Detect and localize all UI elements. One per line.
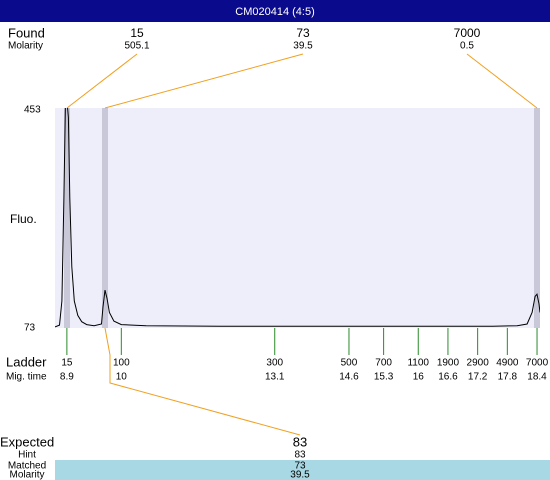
- title: CM020414 (4:5): [235, 6, 315, 18]
- y-tick-label: 453: [24, 105, 41, 116]
- ladder-size: 1100: [407, 358, 429, 369]
- found-size: 7000: [454, 26, 481, 40]
- molarity-value: 39.5: [290, 470, 310, 480]
- found-link: [104, 53, 304, 109]
- ladder-size: 7000: [526, 358, 549, 369]
- expected-label: Expected: [0, 434, 54, 449]
- ladder-size: 2900: [467, 358, 490, 369]
- ladder-size: 700: [375, 358, 392, 369]
- hint-value: 83: [294, 450, 306, 461]
- found-size: 15: [130, 26, 144, 40]
- found-band: [102, 108, 108, 328]
- ladder-size: 300: [266, 358, 283, 369]
- plot-area: [55, 108, 540, 328]
- found-link: [66, 53, 138, 109]
- ladder-size: 4900: [496, 358, 519, 369]
- y-label: Fluo.: [10, 212, 37, 226]
- ladder-size: 500: [341, 358, 358, 369]
- mig-time: 10: [116, 372, 128, 383]
- matched-band: [55, 460, 550, 480]
- ladder-size: 1900: [437, 358, 460, 369]
- found-band: [534, 108, 540, 328]
- hint-label: Hint: [18, 450, 36, 461]
- mig-time: 15.3: [374, 372, 394, 383]
- mig-time: 17.2: [468, 372, 488, 383]
- y-tick-label: 73: [24, 323, 36, 334]
- matched-label: Matched: [8, 461, 46, 472]
- trace: [55, 108, 540, 328]
- mig-time: 13.1: [265, 372, 285, 383]
- found-size: 73: [296, 26, 310, 40]
- found-molarity: 39.5: [293, 41, 313, 52]
- found-link: [466, 53, 538, 109]
- mig-time: 16.6: [438, 372, 458, 383]
- title-bar: [0, 0, 550, 22]
- found-molarity: 0.5: [460, 41, 474, 52]
- found-band: [64, 108, 70, 328]
- ladder-label: Ladder: [6, 354, 47, 369]
- molarity-label: Molarity: [9, 470, 44, 480]
- mig-label: Mig. time: [6, 372, 47, 383]
- mig-time: 16: [413, 372, 425, 383]
- expected-value: 83: [293, 434, 307, 449]
- matched-value: 73: [294, 461, 306, 472]
- found-molarity-label: Molarity: [8, 41, 43, 52]
- found-molarity: 505.1: [124, 41, 149, 52]
- ladder-size: 15: [61, 358, 73, 369]
- ladder-size: 100: [113, 358, 130, 369]
- mig-time: 18.4: [527, 372, 547, 383]
- found-label: Found: [8, 25, 45, 40]
- mig-time: 8.9: [60, 372, 74, 383]
- mig-time: 14.6: [339, 372, 359, 383]
- mig-time: 17.8: [498, 372, 518, 383]
- expected-link: [104, 327, 301, 436]
